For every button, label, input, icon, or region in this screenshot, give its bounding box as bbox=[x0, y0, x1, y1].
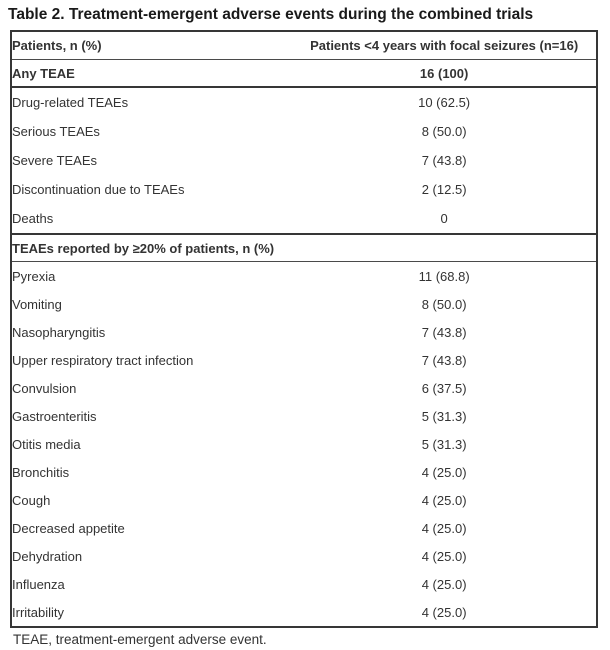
row-label: Irritability bbox=[12, 604, 65, 620]
table-row: Upper respiratory tract infection 7 (43.… bbox=[11, 346, 597, 374]
section-header-row: TEAEs reported by ≥20% of patients, n (%… bbox=[11, 234, 597, 262]
table-row: Cough 4 (25.0) bbox=[11, 486, 597, 514]
table-row: Nasopharyngitis 7 (43.8) bbox=[11, 318, 597, 346]
row-label: Bronchitis bbox=[12, 464, 70, 480]
row-label: Serious TEAEs bbox=[12, 124, 100, 139]
row-value: 4 (25.0) bbox=[421, 464, 467, 480]
row-value: 4 (25.0) bbox=[421, 604, 467, 620]
column-header-cohort: Patients <4 years with focal seizures (n… bbox=[292, 31, 597, 60]
table-row: Deaths 0 bbox=[11, 204, 597, 235]
table-row: Decreased appetite 4 (25.0) bbox=[11, 514, 597, 542]
table-row: Influenza 4 (25.0) bbox=[11, 570, 597, 598]
row-value: 16 (100) bbox=[292, 59, 597, 88]
table-title: Table 2. Treatment-emergent adverse even… bbox=[8, 6, 534, 23]
row-value: 0 bbox=[292, 204, 597, 235]
row-label: Cough bbox=[12, 492, 51, 508]
table-row: Irritability 4 (25.0) bbox=[11, 598, 597, 627]
row-label: Deaths bbox=[11, 204, 293, 235]
row-value: 6 (37.5) bbox=[421, 380, 467, 396]
table-footnote: TEAE, treatment-emergent adverse event. bbox=[13, 632, 267, 647]
row-label: Decreased appetite bbox=[12, 520, 125, 536]
row-label: Severe TEAEs bbox=[12, 153, 98, 168]
row-value: 8 (50.0) bbox=[421, 296, 467, 312]
row-value: 4 (25.0) bbox=[421, 576, 467, 592]
table-row: Severe TEAEs 7 (43.8) bbox=[11, 146, 597, 175]
table-row: Discontinuation due to TEAEs 2 (12.5) bbox=[11, 175, 597, 204]
row-value: 7 (43.8) bbox=[421, 324, 467, 340]
row-value: 4 (25.0) bbox=[421, 548, 467, 564]
table-row: Bronchitis 4 (25.0) bbox=[11, 458, 597, 486]
row-value: 11 (68.8) bbox=[418, 268, 470, 284]
table-row: Drug-related TEAEs 10 (62.5) bbox=[11, 87, 597, 117]
table-row: Otitis media 5 (31.3) bbox=[11, 430, 597, 458]
row-value: 7 (43.8) bbox=[421, 153, 467, 168]
row-label: Pyrexia bbox=[12, 268, 56, 284]
table-row: Serious TEAEs 8 (50.0) bbox=[11, 117, 597, 146]
row-value: 5 (31.3) bbox=[421, 408, 467, 424]
row-label: Gastroenteritis bbox=[12, 408, 97, 424]
row-value: 2 (12.5) bbox=[421, 182, 467, 197]
table-row: Convulsion 6 (37.5) bbox=[11, 374, 597, 402]
row-value: 7 (43.8) bbox=[421, 352, 467, 368]
table-header-row: Patients, n (%) Patients <4 years with f… bbox=[11, 31, 597, 60]
row-value: 4 (25.0) bbox=[421, 492, 467, 508]
section-header-label: TEAEs reported by ≥20% of patients, n (%… bbox=[11, 234, 597, 262]
row-value: 5 (31.3) bbox=[421, 436, 467, 452]
table-row: Any TEAE 16 (100) bbox=[11, 59, 597, 88]
row-label: Influenza bbox=[12, 576, 65, 592]
row-value: 10 (62.5) bbox=[418, 95, 471, 110]
row-label: Vomiting bbox=[12, 296, 62, 312]
row-label: Nasopharyngitis bbox=[12, 324, 106, 340]
row-label: Upper respiratory tract infection bbox=[12, 352, 194, 368]
row-label: Any TEAE bbox=[11, 59, 293, 88]
row-label: Drug-related TEAEs bbox=[12, 95, 129, 110]
row-label: Discontinuation due to TEAEs bbox=[12, 182, 185, 197]
column-header-patients: Patients, n (%) bbox=[11, 31, 293, 60]
row-label: Convulsion bbox=[12, 380, 77, 396]
table-row: Dehydration 4 (25.0) bbox=[11, 542, 597, 570]
adverse-events-table: Patients, n (%) Patients <4 years with f… bbox=[10, 30, 598, 628]
table-row: Gastroenteritis 5 (31.3) bbox=[11, 402, 597, 430]
row-label: Otitis media bbox=[12, 436, 81, 452]
table-row: Vomiting 8 (50.0) bbox=[11, 290, 597, 318]
row-label: Dehydration bbox=[12, 548, 83, 564]
table-row: Pyrexia 11 (68.8) bbox=[11, 262, 597, 291]
row-value: 8 (50.0) bbox=[421, 124, 467, 139]
row-value: 4 (25.0) bbox=[421, 520, 467, 536]
